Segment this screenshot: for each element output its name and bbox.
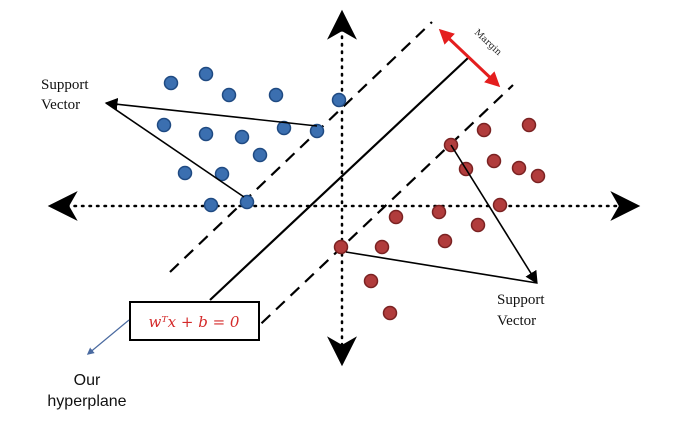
data-point-blue <box>276 120 292 136</box>
support-vector-label-right-2: Vector <box>497 313 536 329</box>
data-point-blue <box>234 129 250 145</box>
data-point-red <box>486 153 502 169</box>
support-vector-callouts-right <box>345 144 538 285</box>
data-point-blue <box>156 117 172 133</box>
data-point-red <box>437 233 453 249</box>
support-vector-blue <box>309 123 325 139</box>
hyperplane-pointer <box>86 319 130 355</box>
support-vector-callouts-left <box>104 97 318 198</box>
data-point-red <box>388 209 404 225</box>
data-point-blue <box>331 92 347 108</box>
data-point-red <box>530 168 546 184</box>
margin-boundary-upper <box>169 21 433 273</box>
data-point-red <box>470 217 486 233</box>
hyperplane-label: Our <box>74 372 101 389</box>
equation-box <box>129 301 260 341</box>
red-class-points <box>333 117 546 321</box>
margin-arrow <box>438 28 501 88</box>
data-point-blue <box>177 165 193 181</box>
data-point-blue <box>268 87 284 103</box>
margin-label: Margin <box>472 28 503 58</box>
hyperplane-label-2: hyperplane <box>47 393 126 410</box>
data-point-red <box>511 160 527 176</box>
data-point-red <box>476 122 492 138</box>
data-point-red <box>492 197 508 213</box>
support-vector-label-left-2: Vector <box>41 97 80 113</box>
support-vector-blue <box>239 194 255 210</box>
data-point-blue <box>252 147 268 163</box>
data-point-red <box>382 305 398 321</box>
blue-class-points <box>156 66 347 213</box>
data-point-blue <box>198 126 214 142</box>
data-point-blue <box>214 166 230 182</box>
data-point-blue <box>198 66 214 82</box>
margin-boundary-lower <box>246 84 514 338</box>
data-point-blue <box>203 197 219 213</box>
data-point-blue <box>163 75 179 91</box>
data-point-red <box>363 273 379 289</box>
support-vector-red <box>333 239 349 255</box>
support-vector-label-right: Support <box>497 292 545 308</box>
data-point-red <box>431 204 447 220</box>
hyperplane-line <box>209 57 469 301</box>
data-point-red <box>374 239 390 255</box>
hyperplane-equation: wᵀx + b = 0 <box>149 313 240 331</box>
support-vector-label-left: Support <box>41 77 89 93</box>
data-point-red <box>521 117 537 133</box>
data-point-blue <box>221 87 237 103</box>
